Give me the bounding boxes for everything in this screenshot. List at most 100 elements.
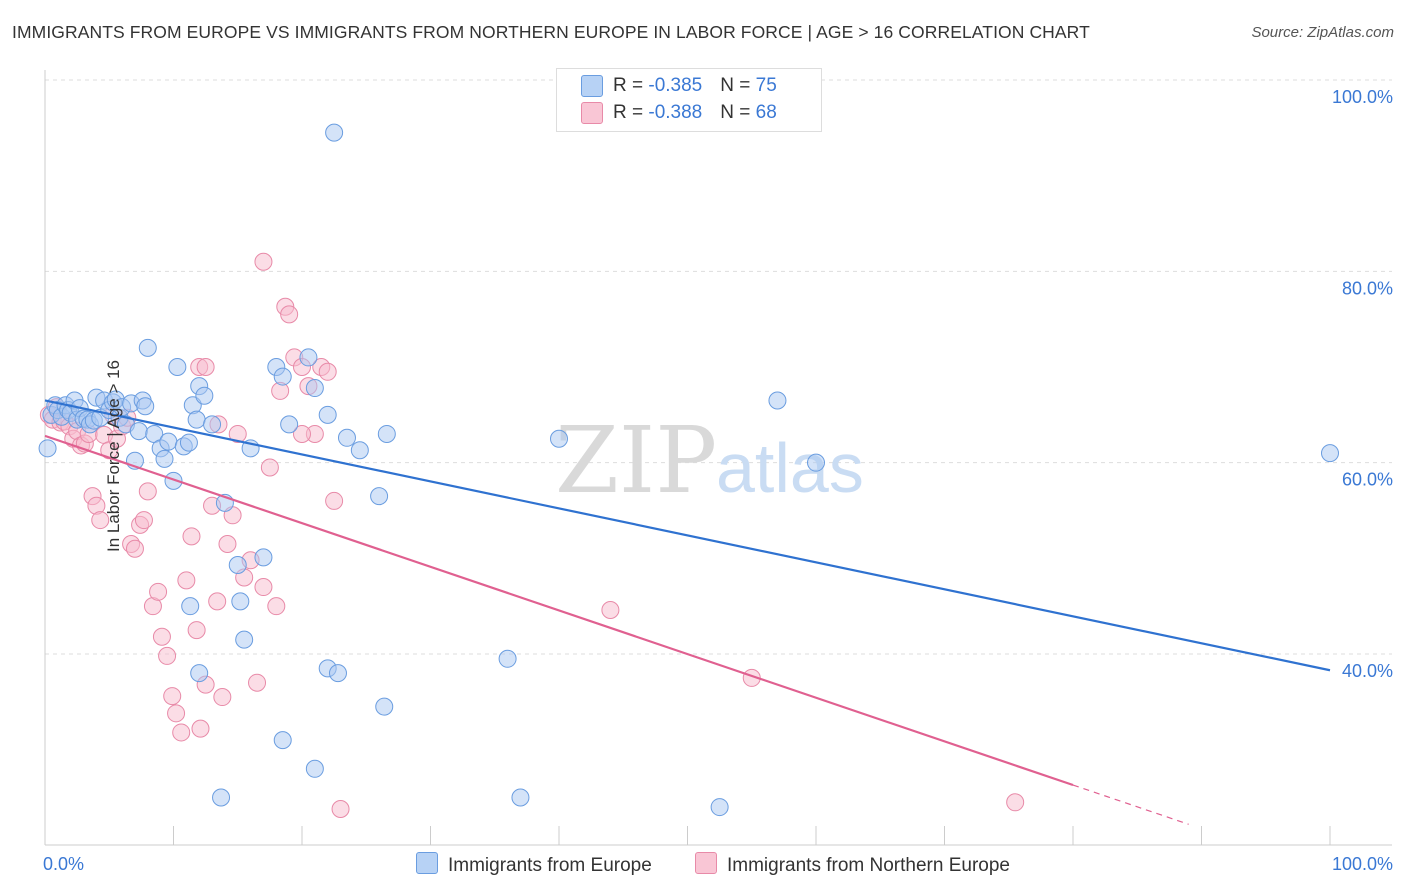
data-point-northern-europe bbox=[248, 673, 267, 692]
data-point-northern-europe bbox=[138, 482, 157, 501]
data-point-europe bbox=[299, 348, 318, 367]
data-point-northern-europe bbox=[125, 539, 144, 558]
data-point-europe bbox=[305, 379, 324, 398]
data-point-europe bbox=[325, 123, 344, 142]
data-point-europe bbox=[511, 788, 530, 807]
data-point-northern-europe bbox=[325, 491, 344, 510]
chart-title: IMMIGRANTS FROM EUROPE VS IMMIGRANTS FRO… bbox=[12, 22, 1090, 42]
watermark: ZIP atlas bbox=[555, 407, 864, 514]
data-point-europe bbox=[305, 759, 324, 778]
data-point-europe bbox=[254, 548, 273, 567]
data-point-europe bbox=[337, 428, 356, 447]
data-point-europe bbox=[375, 697, 394, 716]
legend-r-label: R = bbox=[613, 75, 649, 97]
data-point-europe bbox=[710, 798, 729, 817]
data-point-northern-europe bbox=[208, 592, 227, 611]
data-point-europe bbox=[155, 449, 174, 468]
data-point-northern-europe bbox=[191, 719, 210, 738]
data-point-northern-europe bbox=[213, 688, 232, 707]
y-axis-title: In Labor Force | Age > 16 bbox=[104, 359, 124, 553]
legend-n-label: N = bbox=[720, 75, 756, 97]
data-point-northern-europe bbox=[254, 252, 273, 271]
data-point-europe bbox=[273, 367, 292, 386]
data-point-europe bbox=[164, 471, 183, 490]
bottom-legend-label-europe: Immigrants from Europe bbox=[448, 855, 652, 876]
data-point-northern-europe bbox=[318, 362, 337, 381]
data-point-northern-europe bbox=[187, 621, 206, 640]
data-point-europe bbox=[129, 422, 148, 441]
y-tick-label: 60.0% bbox=[1342, 470, 1393, 490]
trend-line-europe bbox=[44, 399, 1331, 672]
data-point-northern-europe bbox=[163, 687, 182, 706]
y-tick-label: 100.0% bbox=[1332, 87, 1393, 107]
data-point-northern-europe bbox=[260, 458, 279, 477]
data-point-northern-europe bbox=[601, 600, 620, 619]
bottom-legend-swatch-blue bbox=[416, 852, 438, 874]
data-point-europe bbox=[38, 439, 57, 458]
data-point-europe bbox=[370, 487, 389, 506]
data-point-europe bbox=[550, 429, 568, 448]
tick-labels: 100.0% 80.0% 60.0% 40.0% 0.0% 100.0% bbox=[43, 87, 1393, 874]
data-point-europe bbox=[231, 592, 250, 611]
legend-n-value-blue: 75 bbox=[755, 75, 777, 97]
bottom-legend-swatch-pink bbox=[695, 852, 717, 874]
data-point-northern-europe bbox=[177, 571, 196, 590]
data-point-northern-europe bbox=[280, 305, 299, 324]
data-point-northern-europe bbox=[267, 597, 286, 616]
data-point-europe bbox=[228, 556, 247, 575]
data-point-europe bbox=[768, 391, 787, 410]
data-point-northern-europe bbox=[134, 511, 153, 530]
data-point-northern-europe bbox=[182, 527, 201, 546]
data-point-northern-europe bbox=[254, 578, 273, 597]
legend-swatch-pink bbox=[581, 102, 603, 124]
source-credit: Source: ZipAtlas.com bbox=[1251, 24, 1394, 41]
data-point-europe bbox=[1321, 444, 1339, 463]
legend-row-northern-europe: R = -0.388 N = 68 bbox=[581, 102, 777, 124]
data-point-northern-europe bbox=[228, 424, 247, 443]
data-point-europe bbox=[235, 630, 254, 649]
data-point-europe bbox=[159, 432, 178, 451]
legend-n-label: N = bbox=[720, 102, 756, 124]
data-point-northern-europe bbox=[152, 627, 171, 646]
legend-r-value-blue: -0.385 bbox=[648, 75, 703, 97]
data-point-europe bbox=[318, 405, 337, 424]
data-point-europe bbox=[212, 788, 231, 807]
data-point-europe bbox=[203, 415, 222, 434]
data-point-europe bbox=[168, 358, 187, 376]
data-point-europe bbox=[136, 397, 155, 416]
data-point-northern-europe bbox=[218, 534, 237, 553]
legend-swatch-blue bbox=[581, 75, 603, 97]
trend-line-northern-europe bbox=[44, 434, 1074, 787]
series-northern-europe-points bbox=[39, 252, 1025, 818]
data-point-northern-europe bbox=[172, 723, 191, 742]
y-tick-label: 80.0% bbox=[1342, 278, 1393, 298]
bottom-legend-europe: Immigrants from Europe bbox=[416, 852, 652, 877]
x-tick-label: 100.0% bbox=[1332, 854, 1393, 874]
trend-lines bbox=[44, 399, 1331, 825]
data-point-europe bbox=[328, 664, 347, 683]
data-point-europe bbox=[498, 649, 517, 668]
watermark-zip: ZIP bbox=[555, 407, 717, 514]
legend-n-value-pink: 68 bbox=[755, 102, 777, 124]
data-point-northern-europe bbox=[149, 582, 168, 601]
bottom-legend-label-northern-europe: Immigrants from Northern Europe bbox=[727, 855, 1010, 876]
data-point-northern-europe bbox=[1006, 793, 1025, 812]
data-point-europe bbox=[280, 415, 299, 434]
data-point-northern-europe bbox=[293, 424, 311, 443]
y-tick-label: 40.0% bbox=[1342, 661, 1393, 681]
data-point-europe bbox=[138, 338, 157, 357]
axes bbox=[44, 70, 1392, 846]
correlation-legend: R = -0.385 N = 75 R = -0.388 N = 68 bbox=[556, 68, 822, 132]
data-point-northern-europe bbox=[158, 646, 177, 665]
data-point-northern-europe bbox=[196, 358, 215, 376]
data-point-europe bbox=[179, 433, 198, 452]
data-point-europe bbox=[190, 664, 209, 683]
data-point-europe bbox=[807, 453, 825, 472]
watermark-atlas: atlas bbox=[716, 429, 864, 507]
data-point-europe bbox=[181, 597, 200, 616]
legend-row-europe: R = -0.385 N = 75 bbox=[581, 75, 777, 97]
data-point-northern-europe bbox=[91, 511, 110, 530]
data-point-europe bbox=[377, 424, 396, 443]
data-point-europe bbox=[350, 441, 369, 460]
